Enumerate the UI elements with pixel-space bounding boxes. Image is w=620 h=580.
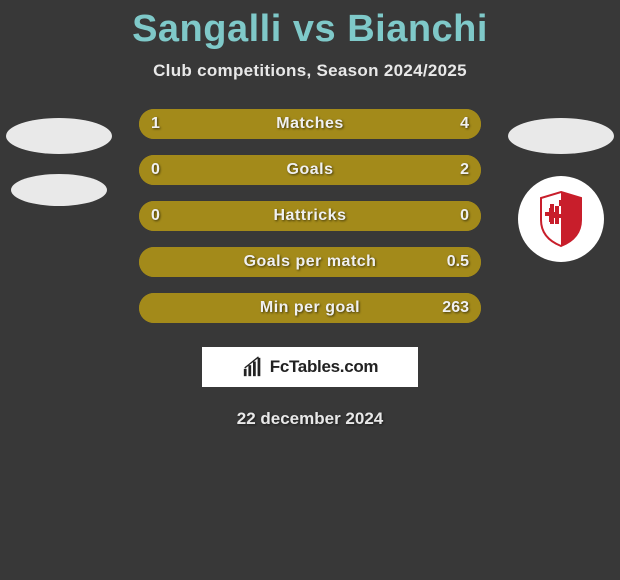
player1-club-placeholder <box>11 174 107 206</box>
stat-row: Goals per match 0.5 <box>139 247 481 277</box>
stat-row: Min per goal 263 <box>139 293 481 323</box>
date-text: 22 december 2024 <box>0 409 620 429</box>
comparison-title: Sangalli vs Bianchi <box>0 0 620 51</box>
stat-value-left: 0 <box>151 207 160 225</box>
player1-photo-placeholder <box>6 118 112 154</box>
stat-value-right: 0 <box>460 207 469 225</box>
stat-label: Matches <box>276 115 344 133</box>
stat-value-right: 263 <box>442 299 469 317</box>
stat-value-right: 4 <box>460 115 469 133</box>
player2-photo-placeholder <box>508 118 614 154</box>
player1-name: Sangalli <box>132 8 282 50</box>
stat-label: Goals <box>287 161 334 179</box>
stat-row: 1 Matches 4 <box>139 109 481 139</box>
left-player-column <box>4 118 114 206</box>
stat-value-left: 1 <box>151 115 160 133</box>
brand-text: FcTables.com <box>270 357 379 377</box>
stat-fill-right <box>207 109 481 139</box>
stat-value-right: 0.5 <box>447 253 469 271</box>
stat-value-right: 2 <box>460 161 469 179</box>
brand-box[interactable]: FcTables.com <box>202 347 418 387</box>
player2-name: Bianchi <box>347 8 488 50</box>
chart-icon <box>242 356 264 378</box>
stat-label: Goals per match <box>244 253 377 271</box>
vs-text: vs <box>293 8 336 50</box>
stat-fill-left <box>139 109 207 139</box>
right-player-column <box>506 118 616 262</box>
subtitle: Club competitions, Season 2024/2025 <box>0 61 620 81</box>
stat-row: 0 Hattricks 0 <box>139 201 481 231</box>
shield-icon <box>537 190 585 248</box>
stat-row: 0 Goals 2 <box>139 155 481 185</box>
stat-label: Hattricks <box>274 207 347 225</box>
stat-value-left: 0 <box>151 161 160 179</box>
stat-label: Min per goal <box>260 299 360 317</box>
player2-club-badge <box>518 176 604 262</box>
